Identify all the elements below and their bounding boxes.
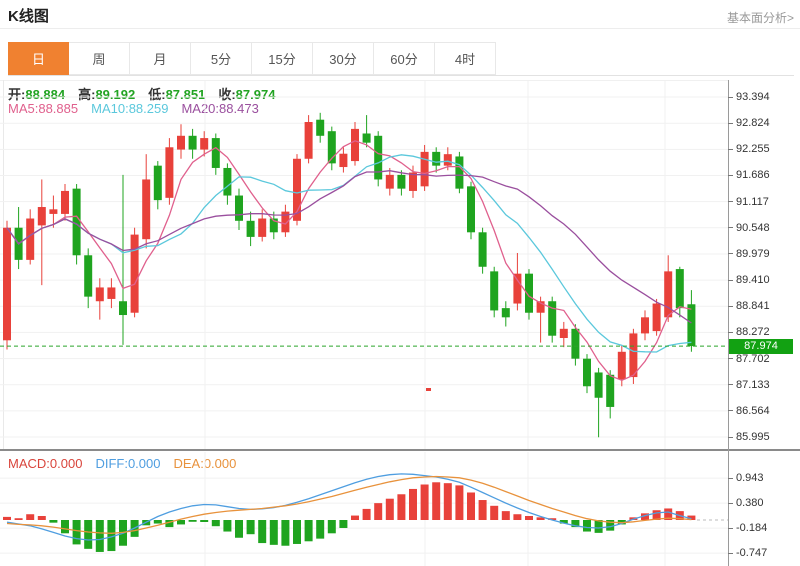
chart-top-border — [0, 80, 728, 81]
tab-week[interactable]: 周 — [69, 42, 130, 75]
tick-mark — [728, 148, 733, 150]
header-divider — [0, 28, 800, 29]
panel-separator — [0, 449, 800, 451]
macd-chart[interactable] — [0, 452, 728, 566]
price-tick-label: 90.548 — [736, 221, 770, 234]
current-price-tag: 87.974 — [729, 339, 793, 355]
info-item: MA20:88.473 — [181, 101, 259, 116]
macd-tick-label: 0.943 — [736, 472, 764, 485]
tick-mark — [728, 253, 733, 255]
fundamental-analysis-link[interactable]: 基本面分析> — [726, 11, 794, 25]
info-item: DEA:0.000 — [173, 456, 237, 471]
timeframe-tabbar: 日周月 5分 15分 30分 60分 4时 — [8, 42, 794, 76]
ohlc-info: 开:88.884 高:89.192 低:87.851 收:87.974 — [8, 84, 288, 103]
price-tick-label: 89.979 — [736, 247, 770, 260]
tab-60min[interactable]: 60分 — [374, 42, 435, 75]
price-tick-label: 86.564 — [736, 404, 770, 417]
tick-mark — [728, 174, 733, 176]
macd-tick-label: -0.184 — [736, 522, 768, 535]
tick-mark — [728, 122, 733, 124]
price-tick-label: 89.410 — [736, 274, 770, 287]
price-tick-label: 85.995 — [736, 431, 770, 444]
tab-day[interactable]: 日 — [8, 42, 69, 75]
tick-mark — [728, 201, 733, 203]
info-item: 高:89.192 — [78, 87, 136, 102]
tick-mark — [728, 331, 733, 333]
tick-mark — [728, 552, 733, 554]
info-item: 低:87.851 — [148, 87, 206, 102]
macd-tick-label: 0.380 — [736, 497, 764, 510]
price-tick-label: 91.686 — [736, 169, 770, 182]
candlestick-chart[interactable] — [0, 80, 728, 450]
price-tick-label: 88.272 — [736, 326, 770, 339]
tick-mark — [728, 502, 733, 504]
price-tick-label: 92.255 — [736, 143, 770, 156]
tab-4hour[interactable]: 4时 — [435, 42, 496, 75]
page-title: K线图 — [8, 8, 49, 25]
tab-5min[interactable]: 5分 — [191, 42, 252, 75]
tab-30min[interactable]: 30分 — [313, 42, 374, 75]
price-tick-label: 92.824 — [736, 117, 770, 130]
macd-tick-label: -0.747 — [736, 547, 768, 560]
macd-info: MACD:0.000 DIFF:0.000 DEA:0.000 — [8, 456, 249, 471]
price-tick-label: 88.841 — [736, 300, 770, 313]
price-tick-label: 93.394 — [736, 91, 770, 103]
tick-mark — [728, 477, 733, 479]
tick-mark — [728, 279, 733, 281]
tick-mark — [728, 384, 733, 386]
price-axis-line — [728, 80, 729, 566]
info-item: DIFF:0.000 — [95, 456, 161, 471]
price-tick-label: 87.133 — [736, 378, 770, 391]
ma-info: MA5:88.885 MA10:88.259 MA20:88.473 — [8, 101, 272, 116]
tick-mark — [728, 305, 733, 307]
info-item: MA10:88.259 — [91, 101, 169, 116]
info-item: MACD:0.000 — [8, 456, 83, 471]
info-item: 开:88.884 — [8, 87, 66, 102]
tick-mark — [728, 227, 733, 229]
tab-15min[interactable]: 15分 — [252, 42, 313, 75]
tick-mark — [728, 410, 733, 412]
info-item: MA5:88.885 — [8, 101, 79, 116]
tab-month[interactable]: 月 — [130, 42, 191, 75]
tick-mark — [728, 436, 733, 438]
price-tick-label: 87.702 — [736, 352, 770, 365]
price-tick-label: 91.117 — [736, 195, 769, 208]
tick-mark — [728, 96, 733, 98]
tick-mark — [728, 527, 733, 529]
info-item: 收:87.974 — [218, 87, 276, 102]
tick-mark — [728, 358, 733, 360]
